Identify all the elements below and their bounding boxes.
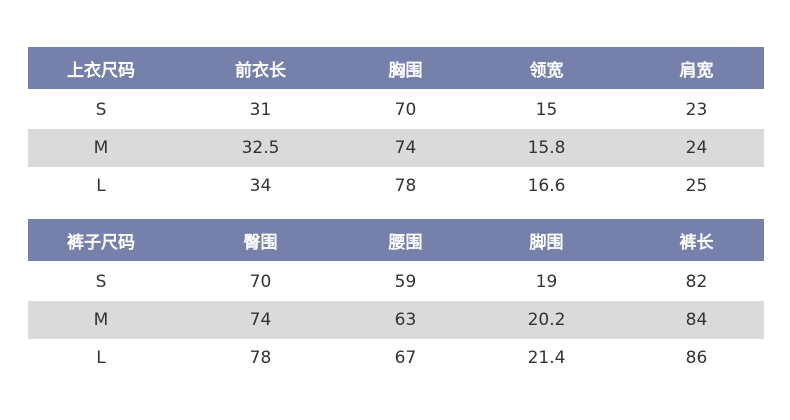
pants-waist-cell: 63	[394, 310, 417, 330]
pants-header-waist: 腰围	[388, 232, 423, 253]
tops-collar-width-cell: 16.6	[527, 176, 566, 196]
pants-length-cell: 86	[685, 348, 708, 368]
pants-size-cell: L	[96, 348, 106, 368]
tops-front-length-cell: 34	[249, 176, 272, 196]
tops-header-front-length: 前衣长	[235, 60, 286, 81]
pants-header-size: 裤子尺码	[67, 232, 135, 253]
tops-shoulder-width-cell: 23	[685, 100, 708, 120]
tops-header-chest: 胸围	[388, 60, 423, 81]
tops-front-length-cell: 31	[249, 100, 272, 120]
tops-front-length-cell: 32.5	[241, 138, 280, 158]
tops-header-size: 上衣尺码	[67, 60, 135, 81]
tops-chest-cell: 74	[394, 138, 417, 158]
pants-leg-opening-cell: 21.4	[527, 348, 566, 368]
pants-size-cell: S	[95, 272, 107, 292]
pants-waist-cell: 59	[394, 272, 417, 292]
pants-header-hip: 臀围	[243, 232, 278, 253]
tops-header-shoulder-width: 肩宽	[679, 60, 714, 81]
table-row: S 70 59 19 82	[28, 263, 764, 301]
pants-size-table: 裤子尺码 臀围 腰围 脚围 裤长 S 70 59 19 82 M 74 63 2…	[28, 219, 764, 377]
tops-size-table: 上衣尺码 前衣长 胸围 领宽 肩宽 S 31 70 15 23 M 32.5 7…	[28, 47, 764, 205]
pants-hip-cell: 78	[249, 348, 272, 368]
tops-collar-width-cell: 15	[535, 100, 558, 120]
pants-leg-opening-cell: 20.2	[527, 310, 566, 330]
pants-waist-cell: 67	[394, 348, 417, 368]
pants-leg-opening-cell: 19	[535, 272, 558, 292]
pants-hip-cell: 70	[249, 272, 272, 292]
tops-chest-cell: 70	[394, 100, 417, 120]
table-row: L 78 67 21.4 86	[28, 339, 764, 377]
tops-shoulder-width-cell: 25	[685, 176, 708, 196]
pants-header-leg-opening: 脚围	[529, 232, 564, 253]
table-row: S 31 70 15 23	[28, 91, 764, 129]
table-row: M 74 63 20.2 84	[28, 301, 764, 339]
tops-header-row: 上衣尺码 前衣长 胸围 领宽 肩宽	[28, 47, 764, 89]
table-row: L 34 78 16.6 25	[28, 167, 764, 205]
tops-header-collar-width: 领宽	[529, 60, 564, 81]
pants-header-row: 裤子尺码 臀围 腰围 脚围 裤长	[28, 219, 764, 261]
pants-size-cell: M	[93, 310, 109, 330]
tops-size-cell: L	[96, 176, 106, 196]
tops-shoulder-width-cell: 24	[685, 138, 708, 158]
tops-collar-width-cell: 15.8	[527, 138, 566, 158]
pants-header-pants-length: 裤长	[679, 232, 714, 253]
pants-length-cell: 82	[685, 272, 708, 292]
table-row: M 32.5 74 15.8 24	[28, 129, 764, 167]
tops-chest-cell: 78	[394, 176, 417, 196]
tops-size-cell: S	[95, 100, 107, 120]
tops-size-cell: M	[93, 138, 109, 158]
pants-length-cell: 84	[685, 310, 708, 330]
pants-hip-cell: 74	[249, 310, 272, 330]
